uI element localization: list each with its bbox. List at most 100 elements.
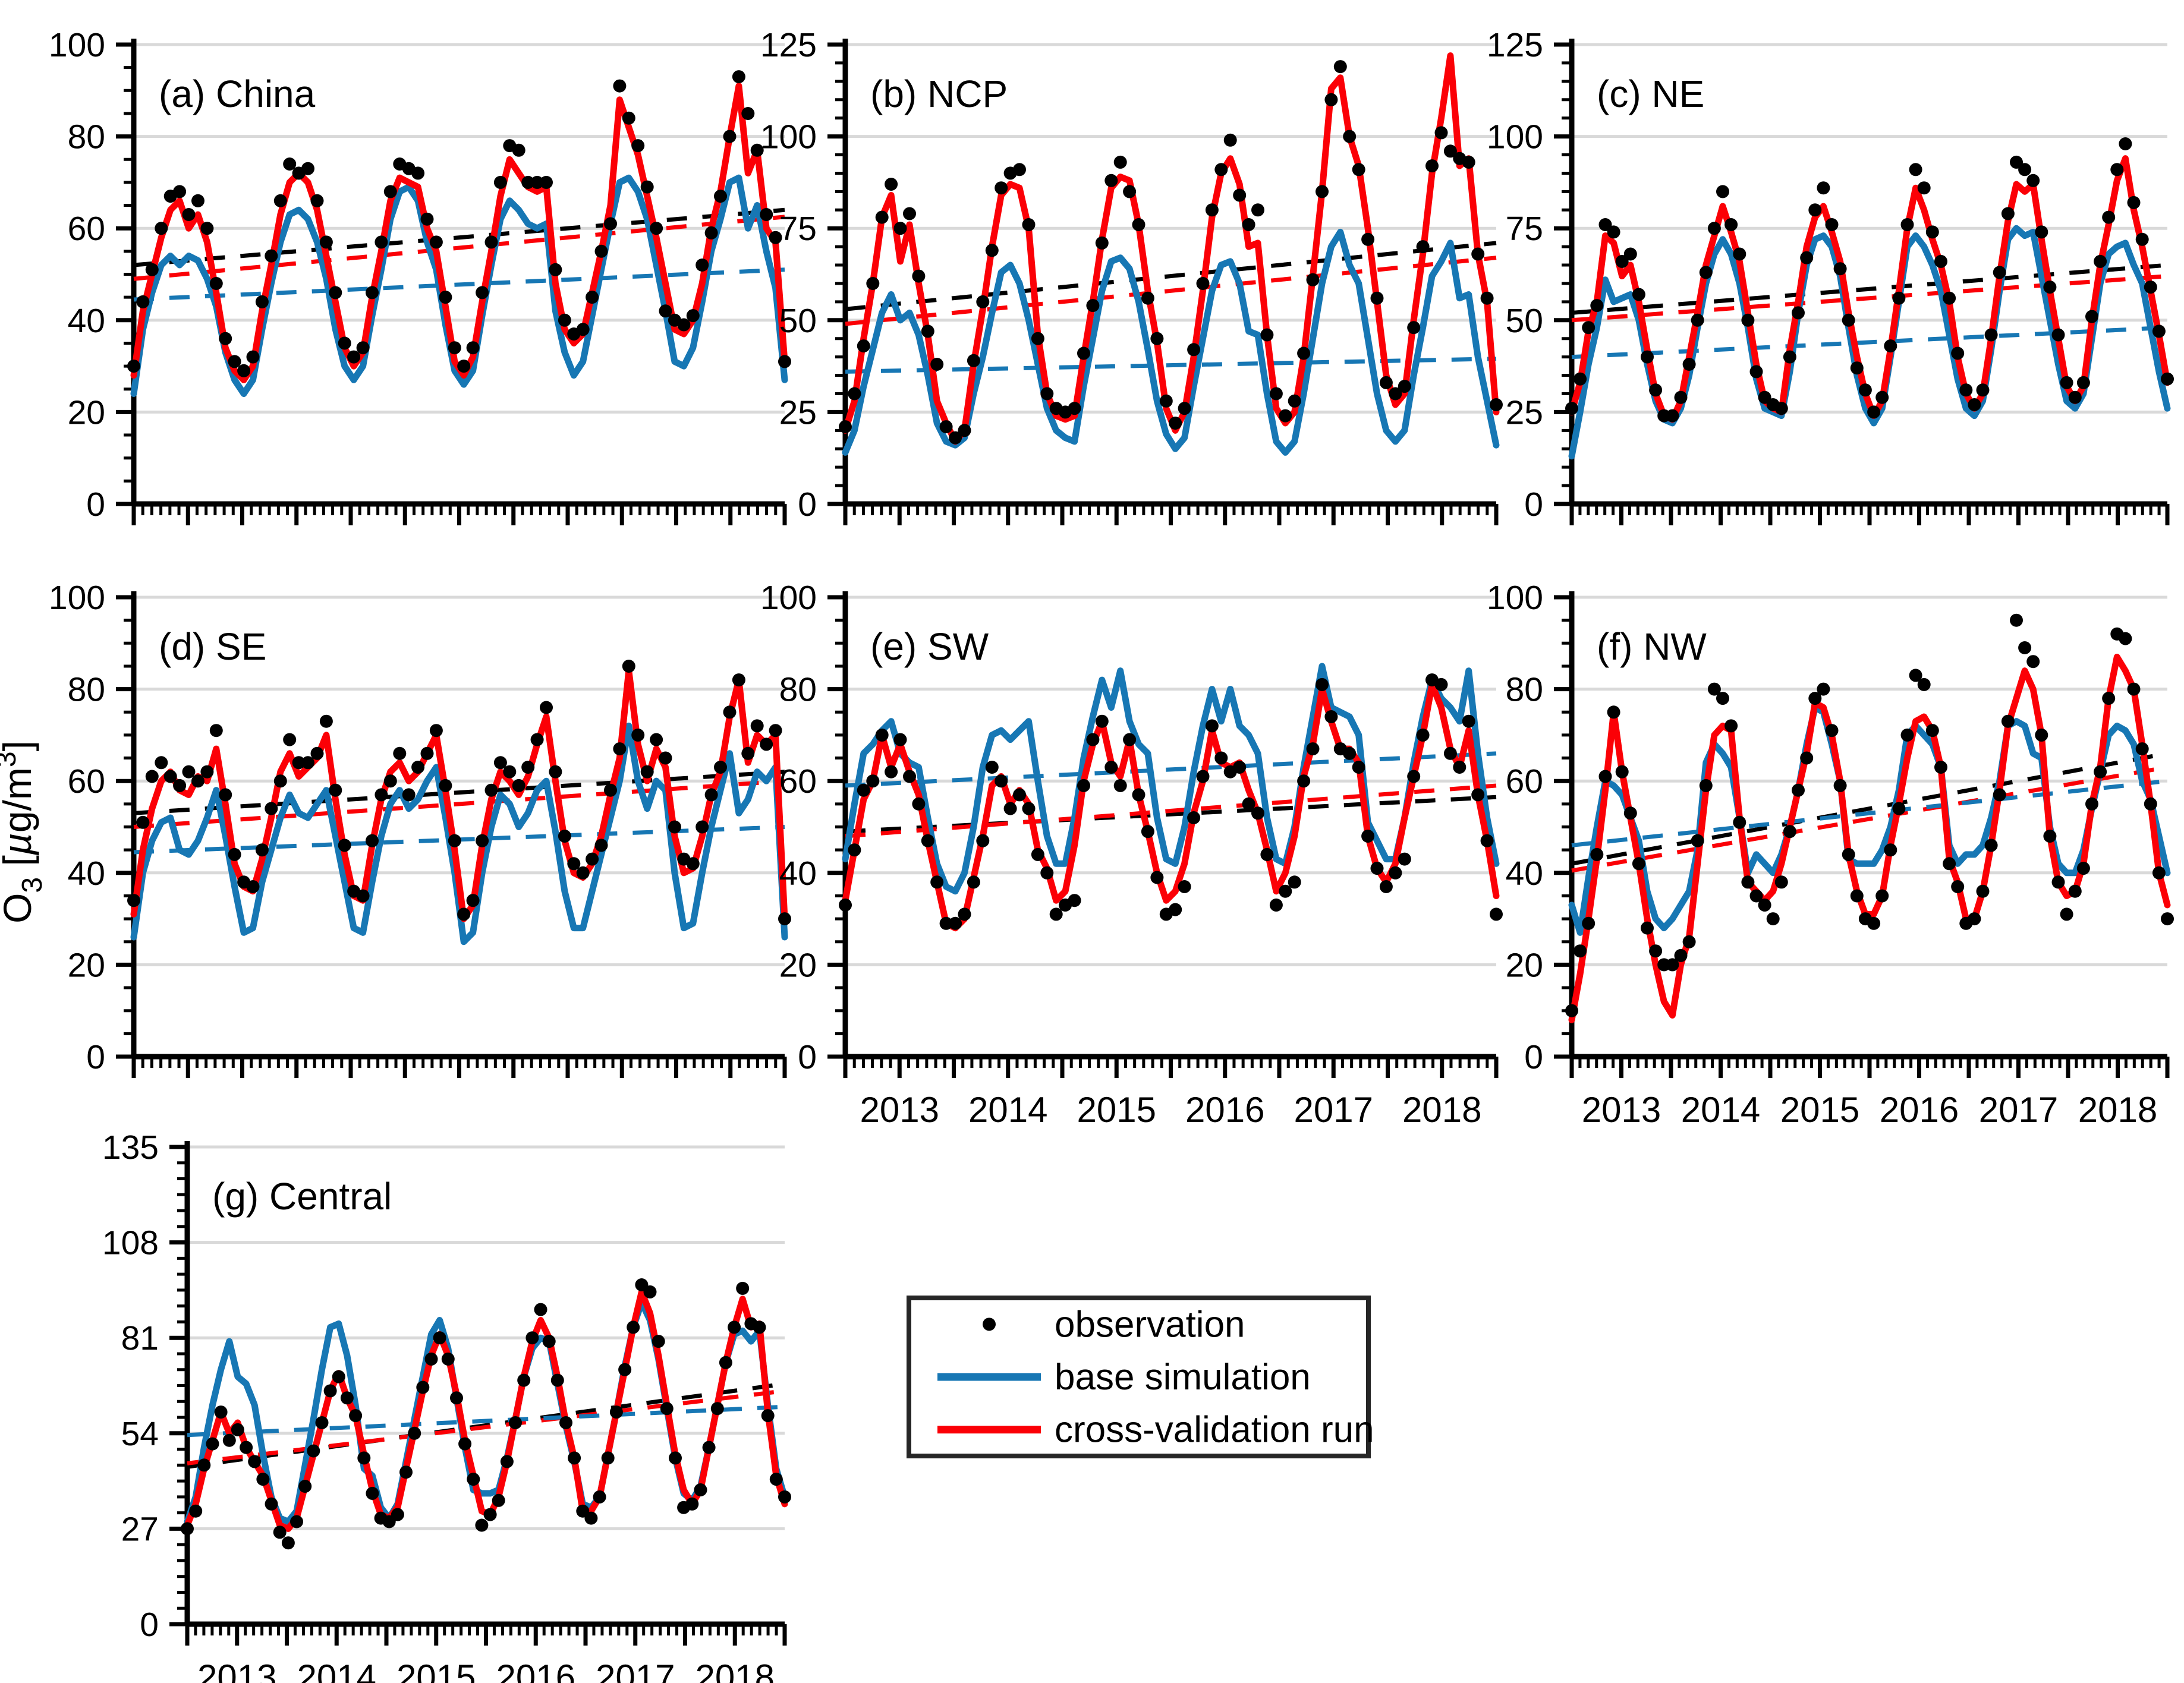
observation-dot xyxy=(1615,765,1629,779)
observation-dot xyxy=(604,217,617,231)
observation-dot xyxy=(875,210,889,224)
observation-dot xyxy=(1389,866,1402,880)
observation-dot xyxy=(273,774,287,788)
observation-dot xyxy=(2110,163,2124,177)
series-observation xyxy=(127,660,791,926)
observation-dot xyxy=(1141,291,1154,305)
series-cross-validation xyxy=(842,681,1500,932)
observation-dot xyxy=(475,1518,489,1532)
observation-dot xyxy=(375,235,388,249)
observation-dot xyxy=(1884,843,1897,857)
observation-dot xyxy=(2068,884,2082,898)
observation-dot xyxy=(1842,313,1855,327)
observation-dot xyxy=(319,714,333,728)
observation-dot xyxy=(1095,236,1109,250)
observation-dot xyxy=(1716,692,1729,705)
observation-dot xyxy=(1724,719,1738,733)
observation-dot xyxy=(586,291,599,304)
observation-dot xyxy=(1022,218,1036,231)
observation-dot xyxy=(558,830,571,843)
y-tick-label: 60 xyxy=(68,210,105,248)
observation-dot xyxy=(728,1320,741,1334)
observation-dot xyxy=(411,761,425,774)
observation-dot xyxy=(622,660,635,673)
observation-dot xyxy=(265,802,278,815)
observation-dot xyxy=(416,1381,430,1394)
observation-dot xyxy=(839,898,852,912)
observation-dot xyxy=(228,847,241,861)
observation-dot xyxy=(1343,130,1357,143)
observation-dot xyxy=(191,774,204,788)
y-tick-label: 0 xyxy=(1524,1038,1543,1076)
observation-dot xyxy=(1141,825,1154,839)
observation-dot xyxy=(1649,944,1663,958)
series-observation xyxy=(127,70,791,377)
observation-dot xyxy=(640,180,654,194)
observation-dot xyxy=(1187,811,1201,824)
observation-dot xyxy=(347,350,361,364)
observation-dot xyxy=(1049,907,1063,921)
observation-dot xyxy=(1774,402,1788,415)
y-tick-label: 20 xyxy=(1506,946,1543,984)
trend-cross_validation xyxy=(133,215,785,281)
observation-dot xyxy=(958,907,971,921)
observation-dot xyxy=(650,733,663,746)
observation-dot xyxy=(2152,324,2166,338)
observation-dot xyxy=(939,916,953,930)
observation-dot xyxy=(191,194,204,207)
observation-dot xyxy=(366,834,379,847)
observation-dot xyxy=(1214,163,1228,177)
trend-observation xyxy=(845,795,1497,834)
observation-dot xyxy=(1407,770,1421,783)
observation-dot xyxy=(391,1508,404,1521)
observation-dot xyxy=(1269,898,1283,912)
y-tick-label: 60 xyxy=(779,762,817,800)
observation-dot xyxy=(1242,218,1255,231)
legend-label: cross-validation run xyxy=(1055,1410,1374,1451)
observation-dot xyxy=(2076,862,2090,875)
observation-dot xyxy=(1951,346,1965,360)
observation-dot xyxy=(732,70,745,84)
observation-dot xyxy=(1666,958,1679,972)
observation-dot xyxy=(1233,188,1247,202)
observation-dot xyxy=(594,244,608,258)
observation-dot xyxy=(246,880,260,893)
observation-dot xyxy=(736,1281,750,1295)
observation-dot xyxy=(750,143,764,157)
observation-dot xyxy=(332,1370,345,1383)
observation-dot xyxy=(2026,655,2040,669)
observation-dot xyxy=(2001,207,2015,220)
y-tick-label: 0 xyxy=(86,1038,105,1076)
observation-dot xyxy=(255,295,269,308)
observation-dot xyxy=(866,277,880,290)
y-tick-label: 75 xyxy=(779,210,817,248)
observation-dot xyxy=(549,765,562,779)
observation-dot xyxy=(1825,724,1839,738)
observation-dot xyxy=(290,1515,303,1528)
observation-dot xyxy=(1040,387,1054,401)
observation-dot xyxy=(1884,339,1897,353)
observation-dot xyxy=(1398,380,1411,393)
y-tick-label: 108 xyxy=(102,1224,159,1262)
observation-dot xyxy=(1443,144,1457,158)
observation-dot xyxy=(1934,761,1947,774)
observation-dot xyxy=(650,222,663,235)
observation-dot xyxy=(1279,884,1292,898)
observation-dot xyxy=(1716,185,1729,198)
legend-item-base_simulation: base simulation xyxy=(937,1357,1311,1398)
observation-dot xyxy=(2144,280,2157,294)
trend-observation xyxy=(1571,263,2168,315)
trend-observation xyxy=(133,770,785,815)
observation-dot xyxy=(1615,254,1629,268)
observation-dot xyxy=(1968,398,1981,411)
observation-dot xyxy=(1279,409,1292,423)
observation-dot xyxy=(967,875,980,889)
observation-dot xyxy=(319,235,333,249)
observation-dot xyxy=(723,705,737,719)
observation-dot xyxy=(2127,196,2141,209)
observation-dot xyxy=(2001,714,2015,728)
observation-dot xyxy=(1104,174,1118,187)
observation-dot xyxy=(2076,376,2090,389)
observation-dot xyxy=(1682,358,1696,371)
observation-dot xyxy=(1316,677,1329,691)
